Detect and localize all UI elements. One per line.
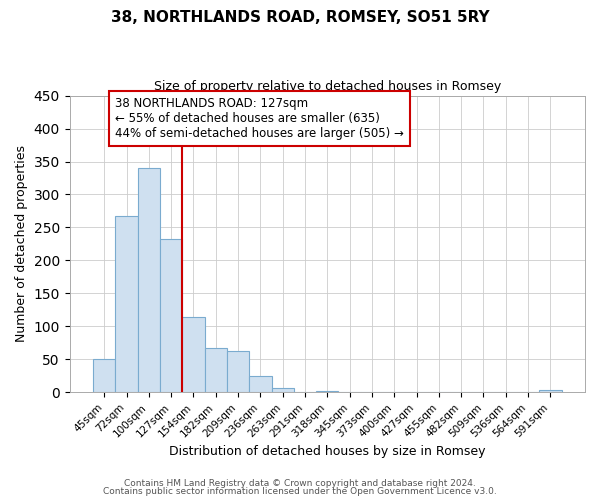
X-axis label: Distribution of detached houses by size in Romsey: Distribution of detached houses by size … (169, 444, 485, 458)
Text: Contains public sector information licensed under the Open Government Licence v3: Contains public sector information licen… (103, 487, 497, 496)
Bar (249, 376, 272, 392)
Bar (539, 390, 562, 392)
Text: 38 NORTHLANDS ROAD: 127sqm
← 55% of detached houses are smaller (635)
44% of sem: 38 NORTHLANDS ROAD: 127sqm ← 55% of deta… (115, 97, 404, 140)
Bar (182, 316, 205, 392)
Bar (272, 388, 294, 392)
Title: Size of property relative to detached houses in Romsey: Size of property relative to detached ho… (154, 80, 501, 93)
Bar (227, 352, 249, 393)
Bar (160, 238, 182, 392)
Bar (93, 360, 115, 392)
Text: 38, NORTHLANDS ROAD, ROMSEY, SO51 5RY: 38, NORTHLANDS ROAD, ROMSEY, SO51 5RY (110, 10, 490, 25)
Y-axis label: Number of detached properties: Number of detached properties (15, 146, 28, 342)
Bar (115, 216, 137, 392)
Text: Contains HM Land Registry data © Crown copyright and database right 2024.: Contains HM Land Registry data © Crown c… (124, 478, 476, 488)
Bar (316, 391, 338, 392)
Bar (205, 348, 227, 393)
Bar (137, 168, 160, 392)
